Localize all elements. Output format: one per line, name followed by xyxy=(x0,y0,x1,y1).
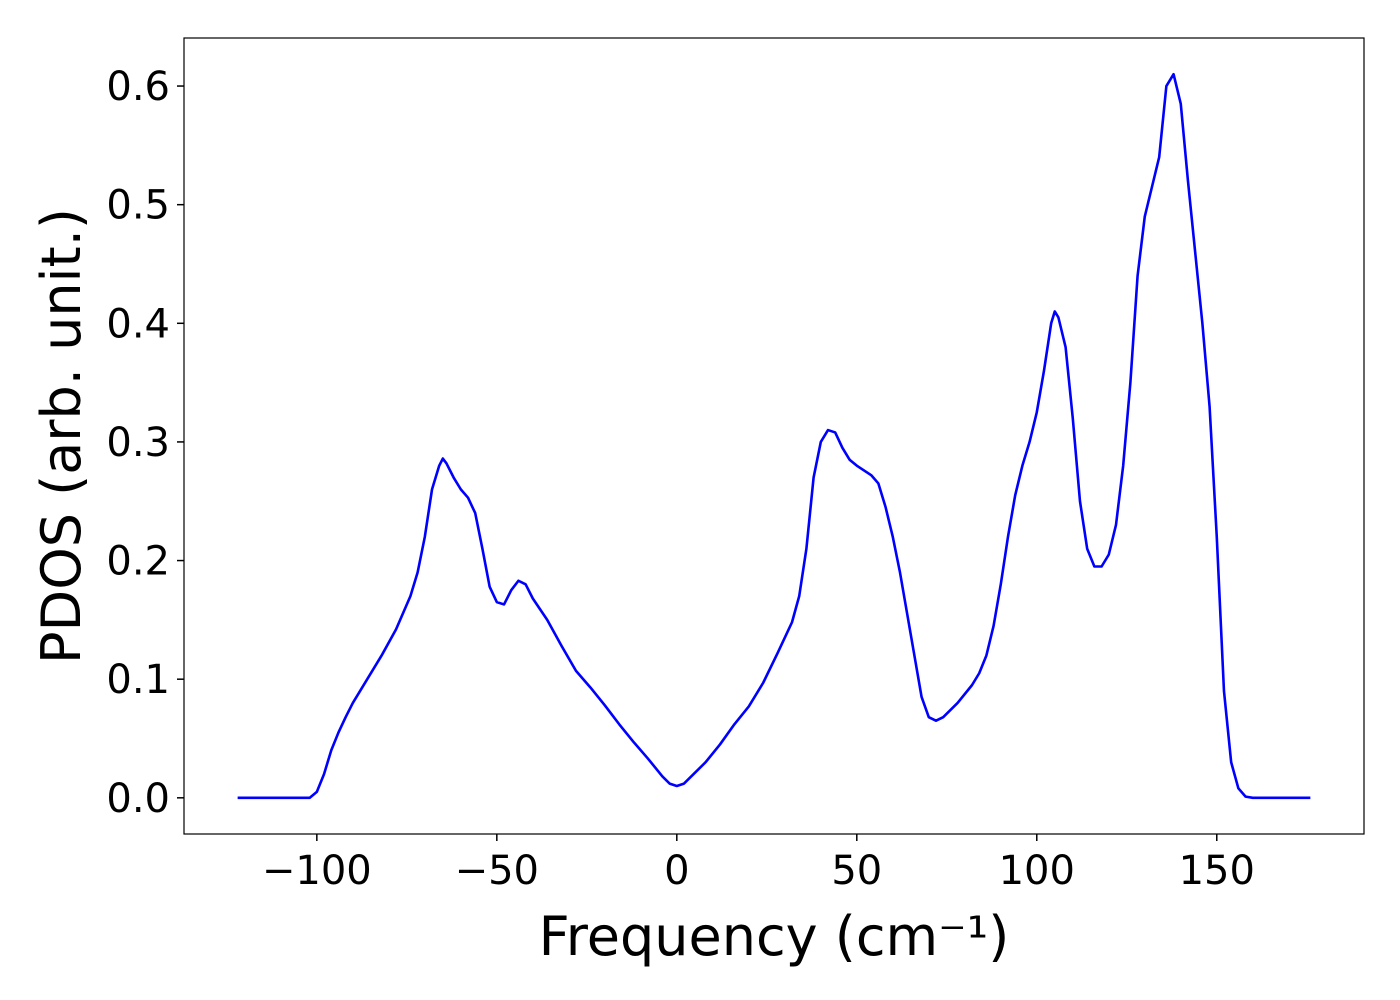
y-tick-label: 0.4 xyxy=(106,301,170,347)
x-tick-label: 50 xyxy=(831,848,882,894)
y-tick-label: 0.6 xyxy=(106,64,170,110)
y-tick-label: 0.3 xyxy=(106,420,170,466)
y-tick-label: 0.2 xyxy=(106,539,170,585)
y-tick-label: 0.0 xyxy=(106,776,170,822)
y-axis-label: PDOS (arb. unit.) xyxy=(30,208,93,664)
x-tick-label: −100 xyxy=(262,848,372,894)
x-tick-label: 150 xyxy=(1179,848,1255,894)
x-tick-label: 100 xyxy=(999,848,1075,894)
y-tick-label: 0.1 xyxy=(106,657,170,703)
data-line xyxy=(237,72,1311,800)
x-axis-label: Frequency (cm⁻¹) xyxy=(539,905,1010,968)
y-tick-label: 0.5 xyxy=(106,183,170,229)
x-tick-label: −50 xyxy=(455,848,539,894)
plot-frame xyxy=(183,37,1365,835)
x-tick-label: 0 xyxy=(664,848,689,894)
